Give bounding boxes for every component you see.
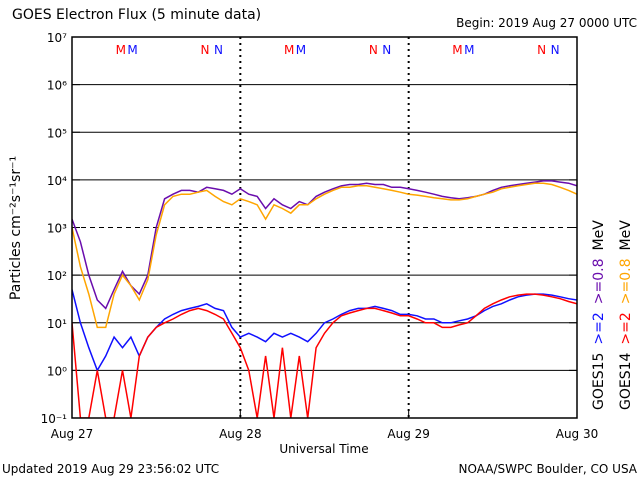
orbit-marker: N bbox=[537, 43, 546, 57]
y-tick-label: 10¹ bbox=[47, 317, 67, 331]
series-line bbox=[72, 293, 577, 418]
legend-entry: >=2 bbox=[591, 312, 607, 344]
legend-satellite: GOES15 bbox=[591, 353, 607, 410]
legend-satellite: GOES14 bbox=[618, 352, 634, 410]
orbit-marker: N bbox=[369, 43, 378, 57]
y-axis-title: Particles cm⁻²s⁻¹sr⁻¹ bbox=[8, 156, 24, 300]
orbit-marker: N bbox=[200, 43, 209, 57]
y-tick-label: 10⁷ bbox=[47, 31, 67, 45]
footer-right: NOAA/SWPC Boulder, CO USA bbox=[459, 462, 638, 476]
legend: GOES15 >=2 >=0.8 MeV bbox=[591, 220, 607, 410]
y-tick-label: 10⁰ bbox=[47, 364, 67, 378]
chart-title: GOES Electron Flux (5 minute data) bbox=[12, 7, 261, 23]
legend-entry: >=0.8 bbox=[618, 258, 634, 304]
legend-entry: >=2 bbox=[618, 312, 634, 344]
x-tick-label: Aug 28 bbox=[219, 427, 262, 441]
plot-frame bbox=[71, 36, 578, 419]
orbit-marker: M bbox=[284, 43, 294, 57]
legend-unit: MeV bbox=[618, 220, 634, 251]
orbit-marker: M bbox=[452, 43, 462, 57]
y-tick-label: 10⁴ bbox=[47, 174, 67, 188]
legend-unit: MeV bbox=[591, 220, 607, 251]
orbit-marker: M bbox=[464, 43, 474, 57]
y-tick-label: 10³ bbox=[47, 222, 67, 236]
legend-entry: >=0.8 bbox=[591, 258, 607, 304]
y-tick-label: 10⁶ bbox=[47, 79, 67, 93]
footer-left: Updated 2019 Aug 29 23:56:02 UTC bbox=[2, 462, 219, 476]
orbit-marker: N bbox=[551, 43, 560, 57]
x-axis-title: Universal Time bbox=[279, 442, 368, 456]
chart-subtitle: Begin: 2019 Aug 27 0000 UTC bbox=[456, 16, 637, 30]
orbit-marker: M bbox=[296, 43, 306, 57]
x-tick-label: Aug 30 bbox=[556, 427, 599, 441]
series-line bbox=[72, 180, 577, 310]
x-tick-label: Aug 29 bbox=[387, 427, 430, 441]
y-tick-label: 10⁵ bbox=[47, 126, 67, 140]
x-tick-label: Aug 27 bbox=[51, 427, 94, 441]
legend: GOES14 >=2 >=0.8 MeV bbox=[618, 220, 634, 410]
orbit-marker: N bbox=[382, 43, 391, 57]
orbit-marker: N bbox=[214, 43, 223, 57]
orbit-marker: M bbox=[127, 43, 137, 57]
y-tick-label: 10² bbox=[47, 269, 67, 283]
y-tick-label: 10⁻¹ bbox=[41, 412, 68, 426]
series-line bbox=[72, 182, 577, 329]
orbit-marker: M bbox=[116, 43, 126, 57]
